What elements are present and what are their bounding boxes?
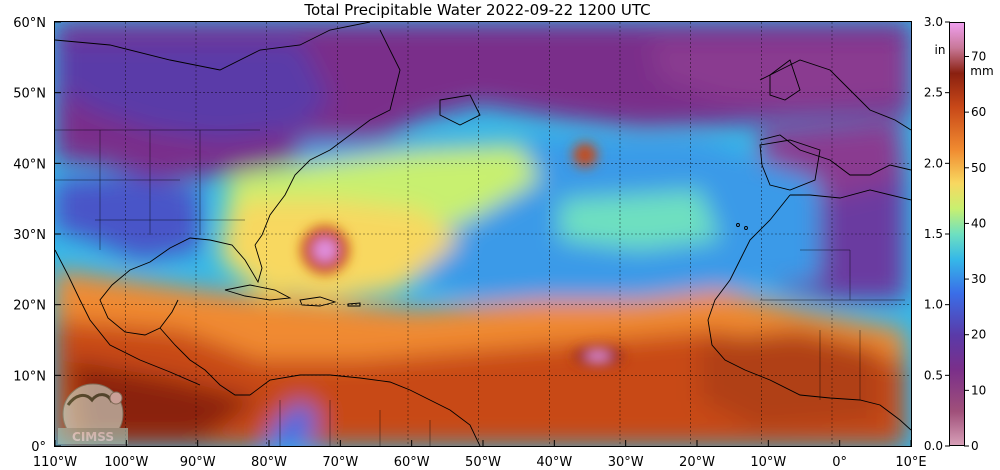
gridlines [55,22,911,446]
tpw-field: CIMSS [55,22,911,446]
lon-tick-label: 110°W [33,455,77,470]
colorbar-unit-mm: mm [970,64,993,78]
colorbar-in-label: 2.0 [924,156,943,170]
borders [55,129,905,446]
colorbar-in-label: 0.0 [924,439,943,453]
colorbar-mm-label: 60 [971,105,986,119]
lon-tick-label: 10°W [750,455,786,470]
lon-tick-label: 0° [832,455,847,470]
lat-tick-label: 50°N [13,87,46,102]
map-frame [54,21,912,447]
lon-tick-label: 90°W [180,455,216,470]
lon-tick-label: 70°W [322,455,358,470]
coastlines [55,22,911,446]
lon-tick-label: 60°W [394,455,430,470]
lat-tick-label: 40°N [13,157,46,172]
colorbar-in-label: 2.5 [924,86,943,100]
colorbar-mm-label: 40 [971,216,986,230]
lon-tick-label: 80°W [251,455,287,470]
axis-ticks: 110°W 100°W 90°W 80°W 70°W 60°W 50°W 40°W 30°W 20… [13,16,926,470]
lon-tick-label: 50°W [465,455,501,470]
colorbar-mm-label: 50 [971,161,986,175]
colorbar-gradient [949,22,965,446]
colorbar-in-label: 1.0 [924,298,943,312]
lat-tick-label: 60°N [13,16,46,31]
colorbar-mm-label: 10 [971,383,986,397]
lon-tick-label: 20°W [679,455,715,470]
logo-text: CIMSS [72,430,114,444]
cimss-logo: CIMSS [58,383,128,445]
colorbar-mm-label: 70 [971,49,986,63]
page-title: Total Precipitable Water 2022-09-22 1200… [304,1,651,19]
lon-tick-label: 10°E [895,455,926,470]
colorbar-unit-in: in [935,43,946,57]
colorbar-mm-label: 20 [971,328,986,342]
colorbar-in-label: 1.5 [924,227,943,241]
colorbar-mm-label: 30 [971,272,986,286]
lon-tick-label: 30°W [608,455,644,470]
lon-tick-label: 100°W [104,455,148,470]
lat-tick-label: 10°N [13,369,46,384]
colorbar-in-label: 0.5 [924,368,943,382]
lat-tick-label: 0° [31,440,46,455]
lat-tick-label: 20°N [13,299,46,314]
lat-tick-label: 30°N [13,228,46,243]
colorbar-mm-label: 0 [971,439,979,453]
lon-tick-label: 40°W [536,455,572,470]
colorbar: in mm 3.0 2.5 2.0 1.5 1.0 0.5 0.0 70 60 50 40 30 20 1… [924,15,994,453]
colorbar-in-label: 3.0 [924,15,943,29]
